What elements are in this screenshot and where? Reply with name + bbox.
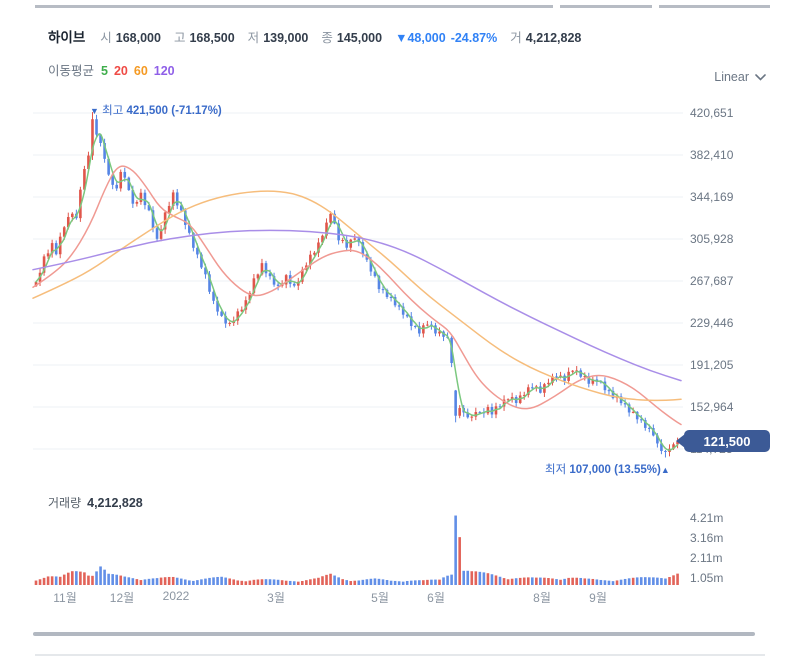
last-price-badge-arrow	[676, 434, 685, 448]
header-stat-value: 145,000	[336, 31, 383, 45]
price-axis-label: 382,410	[690, 148, 734, 162]
volume-axis-label: 2.11m	[690, 551, 723, 565]
scale-selector[interactable]: Linear	[714, 70, 766, 84]
price-axis-label: 152,964	[690, 400, 734, 414]
volume-axis-label: 3.16m	[690, 531, 724, 545]
x-axis-label: 3월	[267, 591, 285, 605]
price-axis-label: 267,687	[690, 274, 734, 288]
volume-panel-value: 4,212,828	[87, 496, 143, 510]
top-divider	[35, 5, 770, 8]
volume-panel-label: 거래량	[48, 496, 82, 510]
change-value: ▼48,000	[395, 31, 446, 45]
ma-legend-item-120: 120	[153, 64, 175, 78]
price-axis-label: 420,651	[690, 106, 734, 120]
header-stat-label: 고	[173, 31, 186, 45]
stock-title: 하이브	[48, 30, 86, 45]
volume-stat-value: 4,212,828	[525, 31, 582, 45]
header-stat-label: 시	[100, 31, 112, 45]
top-divider-gap	[553, 5, 560, 8]
ma-legend-item-20: 20	[113, 64, 128, 78]
header-stat: 종 145,000	[321, 27, 382, 46]
header-stat-label: 저	[247, 31, 260, 45]
x-axis-label: 11월	[53, 591, 77, 605]
header-stat-value: 168,000	[115, 31, 161, 45]
ma-legend-items: 5 20 60 120	[101, 64, 175, 78]
high-annotation-value: 421,500 (-71.17%)	[126, 105, 222, 117]
low-annotation-value: 107,000 (13.55%)	[569, 464, 661, 476]
stock-info-header: 하이브 시 168,000 고 168,500 저 139,000 종 145,000 ▼48…	[48, 26, 581, 46]
ma-legend-item-5: 5	[101, 64, 108, 78]
low-annotation: 최저 107,000 (13.55%)▲	[545, 461, 670, 477]
price-axis-label: 344,169	[690, 190, 734, 204]
ma-legend: 이동평균 5 20 60 120	[48, 60, 175, 79]
price-change: ▼48,000 -24.87%	[395, 31, 497, 45]
header-stat: 시 168,000	[100, 27, 161, 46]
volume-axis-label: 1.05m	[690, 571, 724, 585]
price-axis-label: 191,205	[690, 358, 734, 372]
ma-legend-item-60: 60	[133, 64, 148, 78]
header-stat-value: 168,500	[189, 31, 235, 45]
header-stat-label: 종	[321, 31, 333, 45]
high-annotation: ▼ 최고 421,500 (-71.17%)	[90, 102, 222, 118]
scale-selector-label: Linear	[714, 70, 749, 84]
up-triangle-icon: ▲	[660, 465, 670, 475]
ohlc-stats: 시 168,000 고 168,500 저 139,000 종 145,000	[100, 27, 382, 46]
ma-legend-label: 이동평균	[48, 64, 95, 78]
change-percent: -24.87%	[450, 31, 498, 45]
volume-axis-label: 4.21m	[690, 511, 724, 525]
price-axis-label: 305,928	[690, 232, 734, 246]
x-axis-label: 12월	[109, 591, 135, 605]
volume-stat: 거 4,212,828	[510, 27, 581, 46]
x-axis-label: 6월	[427, 591, 445, 605]
x-axis-label: 5월	[371, 591, 389, 605]
last-price-badge: 121,500	[684, 430, 770, 452]
x-axis-label: 2022	[162, 589, 190, 603]
high-annotation-label: 최고	[102, 105, 124, 117]
x-axis-label: 8월	[533, 591, 551, 605]
top-divider-gap	[652, 5, 659, 8]
header-stat: 저 139,000	[248, 27, 309, 46]
chart-scrollbar[interactable]	[33, 632, 755, 636]
header-stat: 고 168,500	[174, 27, 235, 46]
header-stat-value: 139,000	[263, 31, 309, 45]
price-axis-label: 229,446	[690, 316, 734, 330]
chevron-down-icon	[755, 73, 766, 81]
x-axis-label: 9월	[589, 591, 607, 605]
volume-stat-label: 거	[510, 31, 522, 45]
down-triangle-icon: ▼	[90, 106, 99, 116]
low-annotation-label: 최저	[545, 464, 567, 476]
volume-panel-header: 거래량 4,212,828	[48, 494, 143, 511]
bottom-divider	[35, 654, 765, 656]
